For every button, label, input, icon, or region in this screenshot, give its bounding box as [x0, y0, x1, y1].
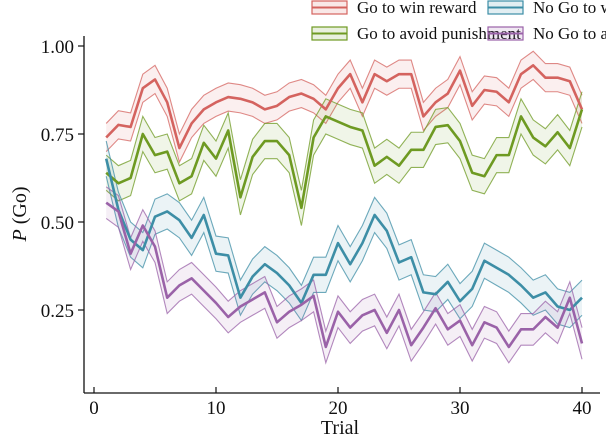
x-tick-label: 30	[451, 398, 470, 419]
axes	[83, 36, 600, 394]
x-tick-label: 10	[207, 398, 226, 419]
y-tick-label: 0.25	[41, 301, 74, 322]
series-lines	[104, 64, 584, 349]
x-tick-label: 20	[329, 398, 348, 419]
band-lower-no-go-to-win-reward	[105, 176, 583, 329]
band-lower-go-to-avoid-punishment	[105, 126, 583, 226]
x-tick-label: 0	[89, 398, 99, 419]
y-tick-label: 0.50	[41, 213, 74, 234]
legend-label-go-to-win-reward: Go to win reward	[357, 0, 477, 17]
y-axis-label-rest: (Go)	[9, 187, 31, 230]
line-no-go-to-win-reward	[104, 158, 583, 312]
band-no-go-to-avoid-punishment	[106, 186, 582, 363]
ticks: 0 10 20 30 40 0.25 0.50 0.75 1.00	[41, 37, 592, 419]
legend-label-no-go-to-avoid-punishment: No Go to avoid punishment	[533, 24, 606, 43]
band-go-to-avoid-punishment	[106, 91, 582, 226]
y-axis-label: P (Go)	[9, 187, 31, 243]
x-axis-label: Trial	[321, 417, 360, 439]
band-upper-go-to-win-reward	[105, 50, 583, 136]
y-axis-label-italic: P	[9, 229, 31, 242]
y-tick-label: 0.75	[41, 125, 74, 146]
band-upper-no-go-to-avoid-punishment	[105, 186, 583, 334]
band-lower-go-to-win-reward	[105, 78, 583, 164]
y-tick-label: 1.00	[41, 37, 74, 58]
legend-label-go-to-avoid-punishment: Go to avoid punishment	[357, 24, 521, 43]
band-upper-go-to-avoid-punishment	[105, 91, 583, 191]
line-go-to-avoid-punishment	[105, 108, 584, 210]
band-lower-no-go-to-avoid-punishment	[105, 218, 583, 365]
band-upper-no-go-to-win-reward	[105, 140, 583, 294]
line-no-go-to-avoid-punishment	[105, 201, 584, 349]
line-go-to-win-reward	[105, 64, 584, 150]
legend-label-no-go-to-win-reward: No Go to win reward	[533, 0, 606, 17]
legend: Go to win reward Go to avoid punishment No…	[311, 0, 606, 43]
x-tick-label: 40	[573, 398, 592, 419]
